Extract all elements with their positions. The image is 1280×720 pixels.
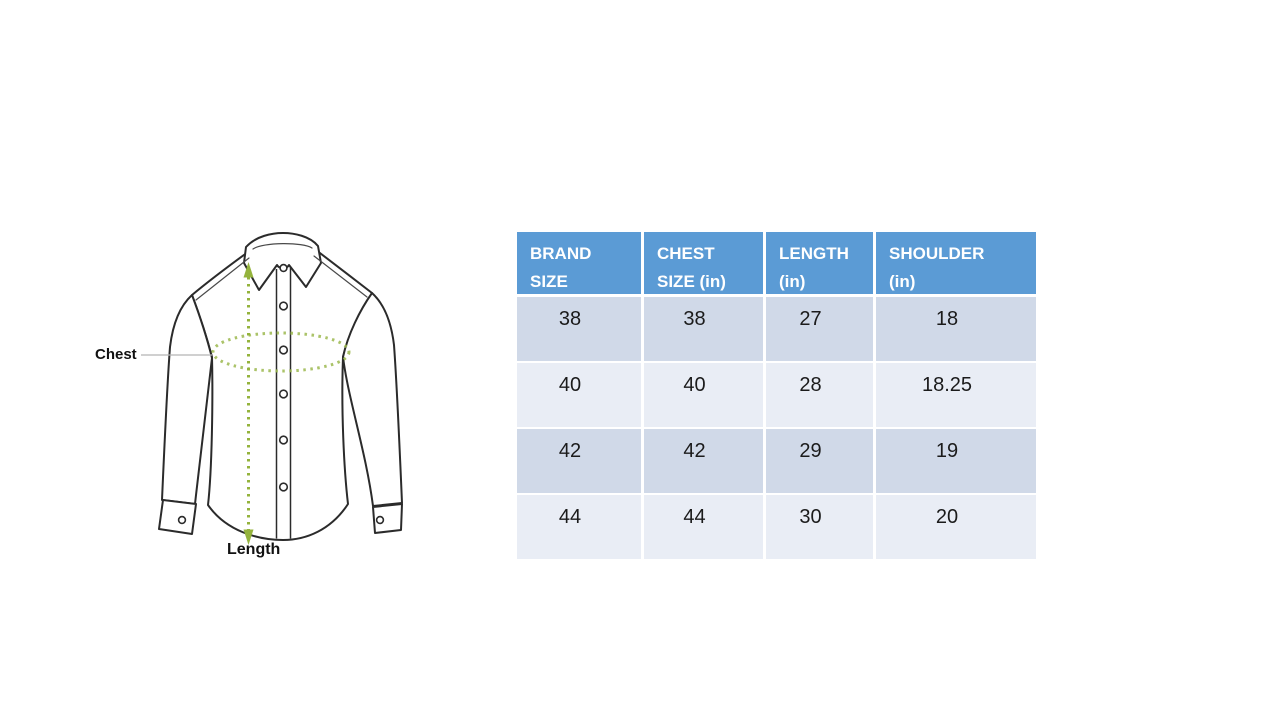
shirt-illustration	[141, 232, 403, 545]
size-cell: 29	[766, 429, 876, 495]
header-line: (in)	[779, 272, 806, 291]
length-label: Length	[227, 541, 281, 558]
size-cell: 28	[766, 363, 876, 429]
size-cell: 44	[517, 495, 644, 561]
header-chest-size: CHEST SIZE (in)	[644, 232, 766, 297]
left-cuff	[158, 499, 197, 535]
chest-measure-ellipse	[211, 331, 351, 373]
size-cell: 40	[517, 363, 644, 429]
size-cell: 38	[517, 297, 644, 363]
arrow-up-icon	[243, 262, 254, 278]
header-line: SIZE (in)	[657, 272, 726, 291]
header-length: LENGTH (in)	[766, 232, 876, 297]
size-cell: 30	[766, 495, 876, 561]
header-line: BRAND	[530, 244, 592, 263]
size-cell: 42	[517, 429, 644, 495]
header-brand-size: BRAND SIZE	[517, 232, 644, 297]
size-cell: 38	[644, 297, 766, 363]
size-cell: 27	[766, 297, 876, 363]
buttons	[177, 263, 385, 525]
shirt-outline	[158, 232, 403, 541]
header-line: SIZE	[530, 272, 568, 291]
size-cell: 19	[876, 429, 1036, 495]
size-table: BRAND SIZE CHEST SIZE (in) LENGTH (in) S…	[517, 232, 1036, 561]
header-line: (in)	[889, 272, 916, 291]
chest-label: Chest	[95, 346, 137, 363]
shirt-seams	[195, 243, 368, 301]
size-cell: 42	[644, 429, 766, 495]
size-cell: 18	[876, 297, 1036, 363]
header-line: LENGTH	[779, 244, 849, 263]
header-shoulder: SHOULDER (in)	[876, 232, 1036, 297]
size-cell: 18.25	[876, 363, 1036, 429]
right-cuff	[372, 503, 403, 534]
length-measure-line	[243, 262, 254, 545]
arrow-down-icon	[243, 529, 254, 545]
size-cell: 20	[876, 495, 1036, 561]
size-cell: 44	[644, 495, 766, 561]
header-line: SHOULDER	[889, 244, 985, 263]
header-line: CHEST	[657, 244, 715, 263]
size-cell: 40	[644, 363, 766, 429]
placket	[275, 267, 292, 539]
